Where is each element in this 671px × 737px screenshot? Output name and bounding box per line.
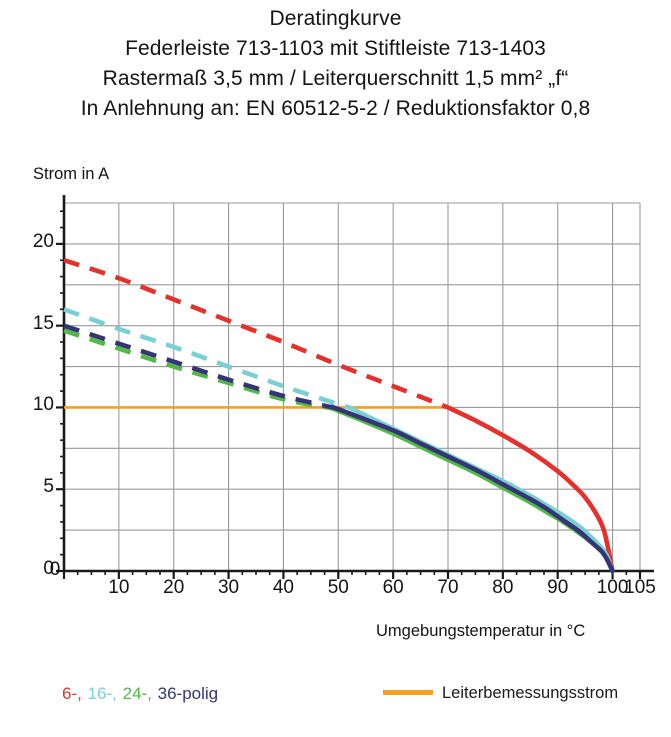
chart-legend: 6-, 16-, 24-, 36-polig Leiterbemessungss… [0,684,671,714]
x-tick-label: 50 [327,577,349,598]
legend-item-36-polig: 36-polig [157,684,219,703]
rated-current-swatch [383,689,433,695]
title-line-4: In Anlehnung an: EN 60512-5-2 / Reduktio… [80,97,591,120]
series-solid-36-polig [329,404,615,574]
axis-ticks [56,210,642,579]
x-tick-label: 100 [596,577,629,598]
x-axis-title: Umgebungstemperatur in °C [376,622,586,640]
y-tick-label: 15 [32,312,54,334]
x-tick-label: 90 [547,577,569,598]
series-dashed-16-polig [63,307,350,410]
x-tick-label: 80 [492,577,514,598]
x-tick-label: 30 [217,577,240,598]
legend-rated-current: Leiterbemessungsstrom [383,684,618,703]
data-series [63,258,615,574]
x-tick-label: 20 [163,577,185,598]
legend-item-24-polig: 24-, [122,684,152,703]
y-axis-title: Strom in A [33,165,110,183]
x-tick-label: 105 [624,577,656,598]
legend-item-16-polig: 16-, [87,684,117,703]
series-dashed-6-polig [63,258,449,410]
x-tick-label: 10 [108,577,130,598]
legend-poles: 6-, 16-, 24-, 36-polig [62,684,219,704]
series-dashed-24-polig [63,328,328,410]
rated-current-label: Leiterbemessungsstrom [442,684,619,702]
title-line-2: Federleiste 713-1103 mit Stiftleiste 713… [125,37,546,60]
x-tick-label: 0 [49,559,61,580]
y-tick-label: 10 [32,394,54,416]
chart-title-block: Deratingkurve Federleiste 713-1103 mit S… [0,4,671,124]
y-tick-label: 20 [32,230,54,252]
legend-item-6-polig: 6-, [62,684,82,703]
series-dashed-36-polig [63,323,334,410]
series-solid-6-polig [445,405,615,574]
y-tick-label: 5 [43,476,54,498]
y-tick-label: 0 [43,558,54,579]
axis-lines [62,195,654,573]
x-tick-label: 40 [272,577,294,598]
title-line-3: Rastermaß 3,5 mm / Leiterquerschnitt 1,5… [102,67,569,90]
title-line-1: Deratingkurve [269,7,402,30]
x-tick-label: 70 [437,577,459,598]
x-tick-label: 60 [382,577,404,598]
